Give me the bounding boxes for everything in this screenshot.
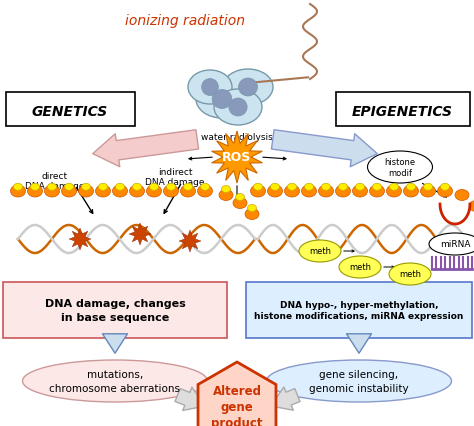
Ellipse shape [116, 184, 125, 191]
Ellipse shape [236, 194, 245, 201]
Ellipse shape [254, 184, 263, 191]
FancyBboxPatch shape [246, 282, 472, 338]
FancyBboxPatch shape [6, 93, 135, 127]
Ellipse shape [223, 70, 273, 106]
Ellipse shape [30, 184, 39, 191]
Ellipse shape [403, 186, 419, 198]
Polygon shape [179, 230, 201, 253]
Ellipse shape [407, 184, 416, 191]
Ellipse shape [133, 184, 142, 191]
Ellipse shape [10, 186, 26, 198]
Ellipse shape [423, 184, 432, 191]
Text: ROS: ROS [222, 151, 252, 164]
Ellipse shape [82, 184, 91, 191]
Ellipse shape [166, 184, 175, 191]
Ellipse shape [321, 184, 330, 191]
Ellipse shape [214, 90, 262, 126]
Polygon shape [129, 224, 151, 245]
Text: gene silencing,
genomic instability: gene silencing, genomic instability [309, 369, 409, 393]
FancyBboxPatch shape [336, 93, 470, 127]
Ellipse shape [99, 184, 108, 191]
Ellipse shape [247, 205, 256, 212]
Ellipse shape [469, 201, 474, 212]
Ellipse shape [386, 186, 401, 198]
Ellipse shape [164, 186, 179, 198]
Ellipse shape [233, 198, 247, 209]
Ellipse shape [301, 186, 317, 198]
Ellipse shape [429, 233, 474, 256]
Ellipse shape [62, 186, 76, 198]
Text: meth: meth [349, 263, 371, 272]
Ellipse shape [149, 184, 158, 191]
Ellipse shape [299, 240, 341, 262]
Ellipse shape [183, 184, 192, 191]
Ellipse shape [22, 360, 208, 402]
Text: DNA damage, changes
in base sequence: DNA damage, changes in base sequence [45, 299, 185, 322]
Ellipse shape [389, 263, 431, 285]
Ellipse shape [266, 360, 452, 402]
Text: meth: meth [309, 247, 331, 256]
Ellipse shape [219, 190, 233, 201]
Text: direct
DNA damage: direct DNA damage [25, 172, 85, 191]
Ellipse shape [212, 90, 232, 109]
Ellipse shape [336, 186, 350, 198]
Ellipse shape [370, 186, 384, 198]
Ellipse shape [304, 184, 313, 191]
Ellipse shape [112, 186, 128, 198]
Ellipse shape [438, 186, 453, 198]
Ellipse shape [373, 184, 382, 191]
Ellipse shape [201, 79, 219, 96]
Text: EPIGENETICS: EPIGENETICS [352, 105, 453, 119]
Text: miRNA: miRNA [440, 240, 470, 249]
Ellipse shape [238, 79, 257, 97]
Text: GENETICS: GENETICS [32, 105, 108, 119]
Ellipse shape [64, 184, 73, 191]
Ellipse shape [181, 186, 195, 198]
Ellipse shape [284, 186, 300, 198]
Ellipse shape [267, 186, 283, 198]
Ellipse shape [271, 184, 280, 191]
Ellipse shape [440, 184, 449, 191]
Ellipse shape [201, 184, 210, 191]
Ellipse shape [420, 186, 436, 198]
Ellipse shape [45, 186, 60, 198]
Text: DNA hypo-, hyper-methylation,
histone modifications, miRNA expression: DNA hypo-, hyper-methylation, histone mo… [255, 300, 464, 321]
Ellipse shape [455, 190, 469, 201]
Ellipse shape [356, 184, 365, 191]
Ellipse shape [245, 209, 259, 220]
Text: mutations,
chromosome aberrations: mutations, chromosome aberrations [49, 369, 181, 393]
Ellipse shape [129, 186, 145, 198]
Text: ionizing radiation: ionizing radiation [125, 14, 245, 28]
Ellipse shape [338, 184, 347, 191]
Polygon shape [212, 132, 262, 184]
Ellipse shape [319, 186, 334, 198]
Ellipse shape [196, 81, 248, 119]
Ellipse shape [288, 184, 297, 191]
Ellipse shape [390, 184, 399, 191]
Text: Altered
gene
product: Altered gene product [211, 385, 263, 426]
Polygon shape [69, 228, 91, 250]
Ellipse shape [188, 71, 232, 105]
Ellipse shape [95, 186, 110, 198]
Ellipse shape [79, 186, 93, 198]
Ellipse shape [353, 186, 367, 198]
Text: indirect
DNA damage: indirect DNA damage [145, 167, 205, 187]
Ellipse shape [367, 152, 432, 184]
Text: meth: meth [399, 270, 421, 279]
Ellipse shape [27, 186, 43, 198]
Ellipse shape [13, 184, 22, 191]
Ellipse shape [198, 186, 212, 198]
Ellipse shape [47, 184, 56, 191]
Ellipse shape [221, 186, 230, 193]
Ellipse shape [229, 99, 247, 117]
Text: histone
modif: histone modif [384, 158, 416, 177]
Polygon shape [198, 362, 276, 426]
FancyBboxPatch shape [3, 282, 227, 338]
Text: water radiolysis: water radiolysis [201, 132, 273, 142]
Ellipse shape [250, 186, 265, 198]
Ellipse shape [146, 186, 162, 198]
Ellipse shape [339, 256, 381, 278]
